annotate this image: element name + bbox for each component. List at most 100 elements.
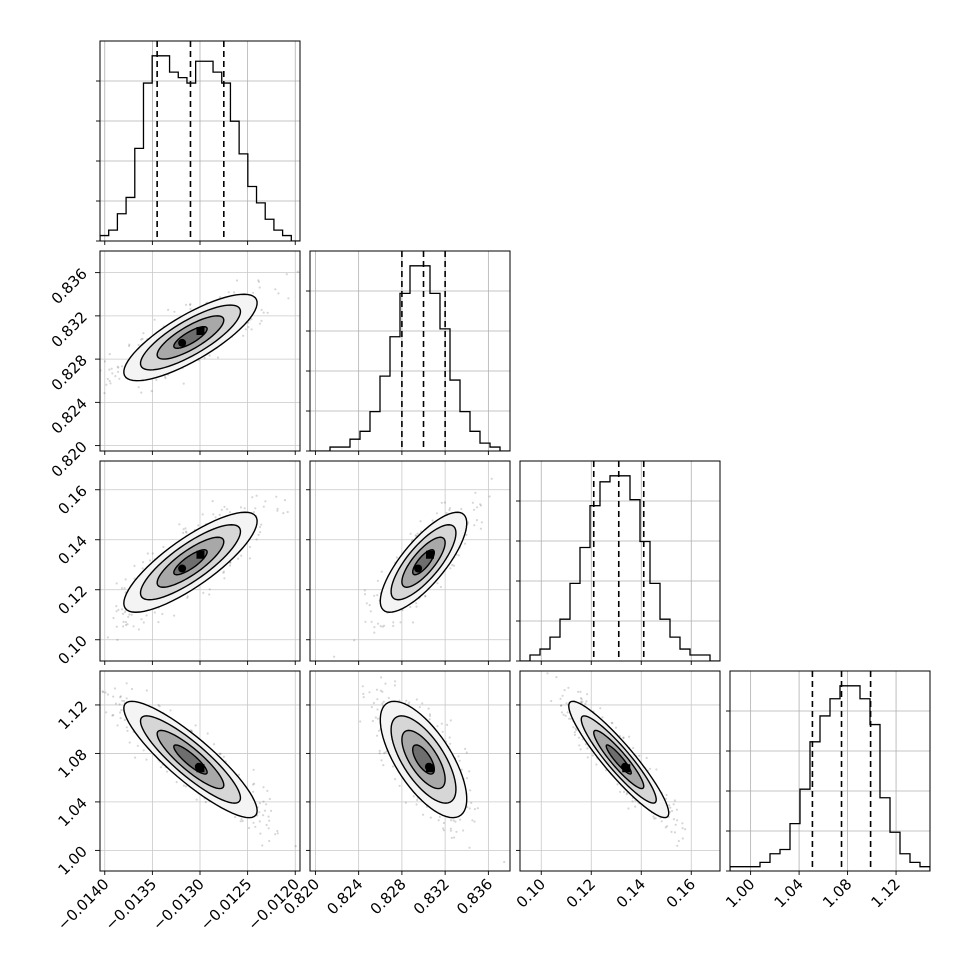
sample-point [186,596,189,599]
x-tick-label: −0.0135 [101,875,160,934]
sample-point [660,820,663,823]
sample-point [378,752,381,755]
sample-point [380,759,383,762]
sample-point [370,620,373,623]
sample-point [260,319,263,322]
sample-point [363,593,367,596]
sample-point [166,770,169,773]
sample-point [561,694,564,697]
density-peak [178,338,187,347]
sample-point [471,819,474,822]
sample-point [415,803,418,806]
panel-0-0 [96,40,301,245]
sample-point [282,511,285,515]
sample-point [169,709,172,712]
sample-point [197,524,200,527]
sample-point [255,494,258,497]
sample-point [584,743,588,746]
scatter-points-2-1 [333,477,493,658]
sample-point [228,511,232,514]
sample-point [155,378,158,381]
sample-point [201,513,204,516]
sample-point [622,736,625,739]
sample-point [577,736,581,739]
y-tick-label: 0.824 [48,394,91,437]
sample-point [568,717,571,720]
sample-point [188,303,192,307]
sample-point [157,704,160,707]
y-tick-label: 0.14 [54,532,90,568]
sample-point [142,621,145,624]
sample-point [442,827,445,830]
sample-point [441,730,444,733]
sample-point [449,567,452,570]
sample-point [248,557,251,560]
x-tick-label: 0.14 [613,875,649,911]
sample-point [233,291,236,294]
sample-point [194,724,197,727]
sample-point [158,705,161,708]
sample-point [113,687,117,690]
panel-frame [729,670,931,872]
sample-point [379,689,382,692]
sample-point [450,836,453,840]
sample-point [159,766,162,769]
sample-point [468,807,471,810]
sample-point [674,823,677,826]
sample-point [267,815,270,818]
sample-point [212,743,216,746]
sample-point [262,800,265,803]
sample-point [223,577,226,580]
sample-point [222,755,225,758]
sample-point [439,585,442,589]
sample-point [383,624,386,627]
sample-point [208,588,211,591]
x-tick-label: 0.828 [367,875,410,918]
sample-point [124,621,128,624]
sample-point [114,702,118,705]
sample-point [471,501,474,504]
sample-point [405,699,408,702]
sample-point [211,500,214,503]
sample-point [257,280,261,283]
x-tick-label: 0.836 [453,875,496,918]
sample-point [109,382,112,385]
sample-point [247,826,251,830]
sample-point [122,620,125,624]
sample-point [125,697,128,700]
sample-point [376,594,379,597]
sample-point [577,690,580,693]
sample-point [258,802,261,805]
sample-point [452,819,455,822]
sample-point [455,830,458,833]
sample-point [261,844,264,847]
sample-point [419,520,422,523]
sample-point [254,825,257,828]
sample-point [415,602,418,605]
sample-point [212,513,215,516]
sample-point [252,768,255,771]
sample-point [676,844,679,847]
sample-point [106,377,109,381]
sample-point [676,819,679,822]
sample-point [258,286,261,289]
sample-point [265,803,268,806]
sample-point [283,499,287,502]
sample-point [562,713,565,716]
sample-point [112,695,115,698]
sample-point [665,825,669,828]
sample-point [446,723,449,727]
sample-point [470,801,473,805]
sample-point [370,706,373,709]
sample-point [586,747,589,750]
sample-point [428,714,432,718]
sample-point [287,297,290,300]
sample-point [566,711,569,714]
sample-point [162,545,165,549]
sample-point [115,625,118,628]
sample-point [411,621,415,624]
sample-point [645,756,648,760]
sample-point [286,510,289,514]
sample-point [454,820,457,823]
histogram-step-3 [730,685,930,871]
